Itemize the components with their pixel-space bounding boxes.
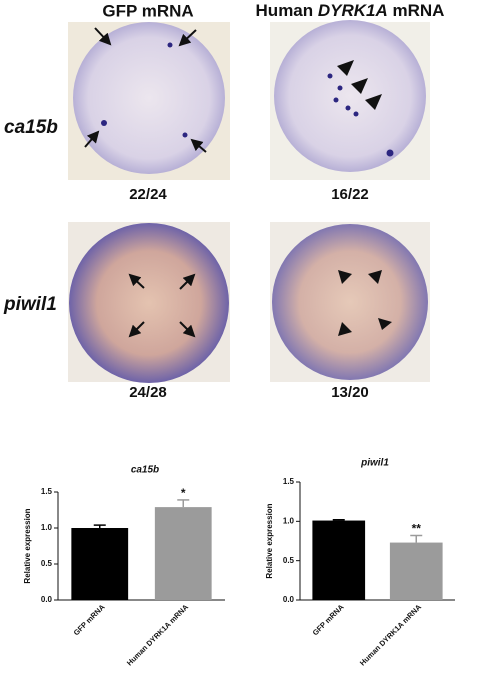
ratio: 13/20 — [331, 384, 369, 401]
x-tick-label: GFP mRNA — [311, 602, 346, 637]
x-tick-label: GFP mRNA — [72, 602, 107, 637]
column-header: GFP mRNA — [102, 1, 193, 20]
ratio: 16/22 — [331, 186, 369, 203]
significance: ** — [412, 522, 422, 536]
y-tick-label: 0.0 — [283, 595, 295, 604]
bar — [389, 542, 443, 600]
stain-dots — [101, 42, 394, 157]
y-tick-label: 1.0 — [283, 516, 295, 525]
bar — [71, 528, 129, 600]
y-tick-label: 0.0 — [41, 595, 53, 604]
chart-title: ca15b — [131, 465, 159, 476]
arrows — [84, 27, 207, 338]
header-part: DYRK1A — [318, 1, 388, 20]
y-tick-label: 0.5 — [283, 556, 295, 565]
y-tick-label: 1.5 — [283, 477, 295, 486]
embryo — [272, 224, 428, 380]
x-tick-label: Human DYRK1A mRNA — [358, 602, 424, 668]
embryo — [274, 20, 426, 172]
embryo — [69, 223, 229, 383]
row-label: ca15b — [4, 117, 58, 138]
header-part: mRNA — [388, 1, 445, 20]
y-tick-label: 0.5 — [41, 559, 53, 568]
y-axis-label: Relative expression — [265, 503, 274, 578]
x-tick-label: Human DYRK1A mRNA — [125, 602, 191, 668]
row-label: piwil1 — [3, 294, 57, 315]
y-tick-label: 1.5 — [41, 487, 53, 496]
header-part: Human — [256, 1, 318, 20]
significance: * — [181, 486, 186, 500]
y-axis-label: Relative expression — [23, 508, 32, 583]
chart-title: piwil1 — [360, 458, 389, 469]
y-tick-label: 1.0 — [41, 523, 53, 532]
bar — [312, 520, 366, 600]
arrowheads — [337, 60, 392, 336]
bar — [154, 507, 212, 600]
column-header: Human DYRK1A mRNA — [256, 1, 445, 20]
ratio: 22/24 — [129, 186, 167, 203]
embryo — [73, 22, 225, 174]
ratio: 24/28 — [129, 384, 167, 401]
